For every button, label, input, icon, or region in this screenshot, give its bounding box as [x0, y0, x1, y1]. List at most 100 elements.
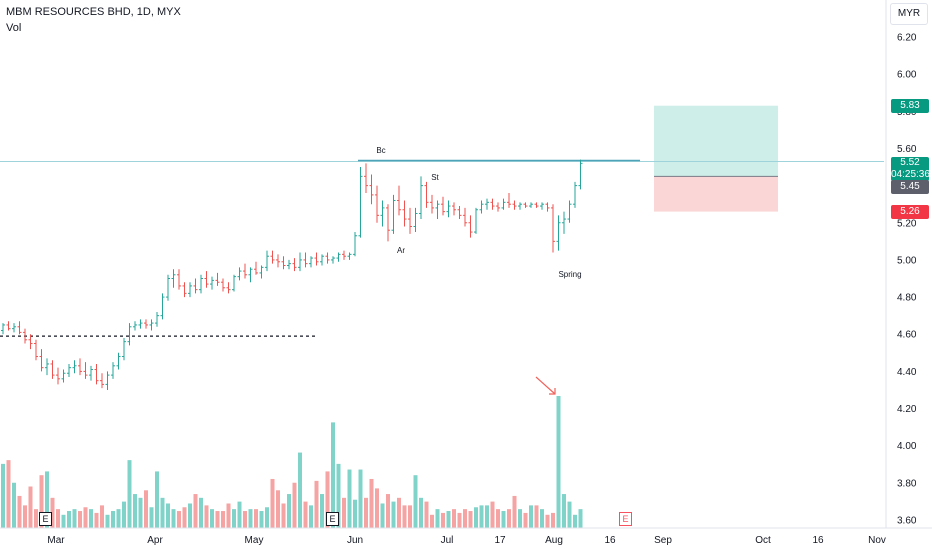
ohlc-bar: [331, 256, 335, 264]
last-price-tag: 5.52 04:25:36: [891, 157, 930, 181]
ohlc-bar: [270, 250, 275, 264]
volume-bar: [89, 509, 93, 528]
ohlc-bar: [138, 319, 143, 329]
volume-bar: [402, 505, 407, 528]
volume-bar: [353, 499, 357, 528]
currency-button[interactable]: MYR: [890, 3, 928, 25]
volume-bar: [1, 463, 5, 528]
profit-zone: [654, 105, 778, 177]
earnings-icon[interactable]: E: [326, 512, 339, 526]
volume-bar: [413, 475, 418, 528]
ohlc-bar: [534, 202, 539, 208]
upcoming-earnings-icon[interactable]: E: [619, 512, 632, 526]
volume-bar: [507, 509, 511, 528]
annotations[interactable]: Bc St Ar Spring: [376, 146, 582, 395]
volume-bar: [408, 505, 412, 528]
ohlc-bar: [243, 263, 247, 279]
volume-bar: [237, 501, 242, 528]
ohlc-bar: [408, 207, 412, 234]
drawing-lines[interactable]: [0, 159, 884, 337]
ohlc-bar: [39, 349, 44, 372]
price-tick-label: 6.00: [897, 70, 917, 81]
symbol-title[interactable]: MBM RESOURCES BHD, 1D, MYX: [6, 6, 181, 18]
volume-bar: [314, 480, 319, 528]
ohlc-series: [1, 159, 583, 390]
price-tick-label: 3.80: [897, 478, 917, 489]
ohlc-bar: [314, 252, 319, 266]
volume-bar: [127, 460, 132, 528]
ohlc-bar: [254, 261, 258, 275]
volume-bar: [485, 505, 489, 528]
ohlc-bar: [496, 202, 500, 212]
price-tick-label: 4.80: [897, 293, 917, 304]
ohlc-bar: [215, 272, 220, 286]
ohlc-bar: [100, 373, 104, 389]
ohlc-bar: [1, 323, 5, 335]
ohlc-bar: [199, 274, 203, 294]
ohlc-bar: [325, 252, 330, 264]
arrow-head: [549, 388, 556, 395]
volume-bar: [534, 505, 539, 528]
price-tick-label: 5.20: [897, 218, 917, 229]
ohlc-bar: [116, 352, 121, 370]
ohlc-bar: [358, 167, 363, 238]
volume-bar: [188, 503, 192, 528]
volume-bar: [441, 512, 445, 528]
volume-bar: [105, 514, 110, 528]
ohlc-bar: [364, 163, 368, 194]
ohlc-bar: [232, 274, 236, 292]
ohlc-bar: [529, 202, 533, 208]
ohlc-bar: [45, 358, 49, 376]
long-position-tool[interactable]: [654, 105, 778, 212]
price-tick-label: 4.60: [897, 330, 917, 341]
volume-bar: [270, 478, 275, 528]
ohlc-bar: [292, 258, 297, 272]
time-tick-label: 16: [812, 535, 824, 546]
ohlc-bar: [67, 363, 71, 377]
volume-bar: [100, 505, 104, 528]
ohlc-bar: [397, 185, 401, 216]
ohlc-bar: [303, 252, 308, 268]
ohlc-bar: [188, 282, 192, 298]
volume-bar: [545, 514, 550, 528]
ohlc-bar: [556, 215, 561, 251]
volume-bar: [529, 505, 533, 528]
volume-bar: [309, 505, 313, 528]
volume-bar: [463, 509, 467, 528]
volume-label[interactable]: Vol: [6, 22, 22, 34]
chart-legend: MBM RESOURCES BHD, 1D, MYX Vol: [6, 4, 181, 36]
ohlc-bar: [17, 321, 22, 335]
volume-bar: [325, 471, 330, 528]
earnings-icon[interactable]: E: [39, 512, 52, 526]
volume-bar: [292, 482, 297, 528]
time-tick-label: Aug: [545, 535, 563, 546]
ohlc-bar: [94, 363, 99, 385]
price-tick-label: 4.40: [897, 367, 917, 378]
ohlc-bar: [28, 334, 33, 350]
ohlc-bar: [490, 198, 495, 210]
ohlc-bar: [540, 202, 544, 210]
volume-bar: [512, 495, 517, 528]
spring-label: Spring: [558, 270, 581, 279]
volume-bar: [578, 509, 583, 528]
ohlc-bar: [474, 207, 478, 234]
volume-bar: [551, 512, 555, 528]
take-profit-price-tag: 5.83: [891, 99, 929, 113]
ohlc-bar: [375, 185, 379, 223]
bc-label: Bc: [376, 146, 385, 155]
volume-bar: [28, 486, 33, 528]
volume-bar: [479, 505, 484, 528]
volume-bar: [358, 469, 363, 528]
ohlc-bar: [446, 200, 451, 218]
ar-label: Ar: [397, 246, 405, 255]
ohlc-bar: [342, 250, 346, 260]
volume-bar: [490, 501, 495, 528]
ohlc-bar: [386, 204, 390, 242]
time-tick-label: Nov: [868, 535, 886, 546]
ohlc-bar: [413, 207, 418, 233]
time-tick-label: Sep: [654, 535, 672, 546]
ohlc-bar: [463, 207, 467, 227]
volume-bar: [573, 514, 577, 528]
volume-bar: [298, 452, 302, 528]
